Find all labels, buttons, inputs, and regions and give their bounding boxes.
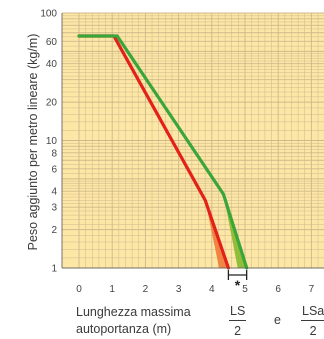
fraction-ls-denominator: 2 [229,321,246,339]
y-tick-label: 100 [40,9,57,20]
y-tick-label: 4 [51,187,57,198]
x-tick-label: 5 [242,284,248,295]
y-tick-label: 3 [51,203,57,214]
x-tick-label: 4 [209,284,215,295]
y-tick-label: 10 [46,136,58,147]
x-tick-label: 0 [76,284,82,295]
marker-asterisk: * [235,277,241,293]
x-tick-labels: 0 1 2 3 4 5 6 7 [76,284,314,295]
fraction-lsa-numerator: LSa [301,304,324,321]
fraction-ls-numerator: LS [229,304,246,321]
gridlines [62,13,324,268]
y-tick-label: 6 [51,164,57,175]
y-tick-label: 8 [51,148,57,159]
y-tick-labels: 1 2 3 4 6 810 20 40 60 100 [40,9,57,275]
x-axis-label-line2: autoportanza (m) [76,322,171,337]
y-tick-label: 60 [46,37,58,48]
x-tick-label: 3 [176,284,182,295]
fraction-lsa-denominator: 2 [301,321,324,339]
x-tick-label: 2 [143,284,149,295]
y-axis-label: Peso aggiunto per metro lineare (kg/m) [26,34,40,251]
conjunction: e [274,313,281,327]
fraction-lsa: LSa 2 [301,304,324,339]
x-tick-label: 1 [109,284,115,295]
x-tick-label: 6 [275,284,281,295]
y-tick-label: 2 [51,225,57,236]
x-tick-label: 7 [309,284,315,295]
x-axis-label-line1: Lunghezza massima [76,305,191,320]
y-tick-label: 1 [51,264,57,275]
y-tick-label: 40 [46,59,58,70]
fraction-ls: LS 2 [229,304,246,339]
y-tick-label: 20 [46,98,58,109]
